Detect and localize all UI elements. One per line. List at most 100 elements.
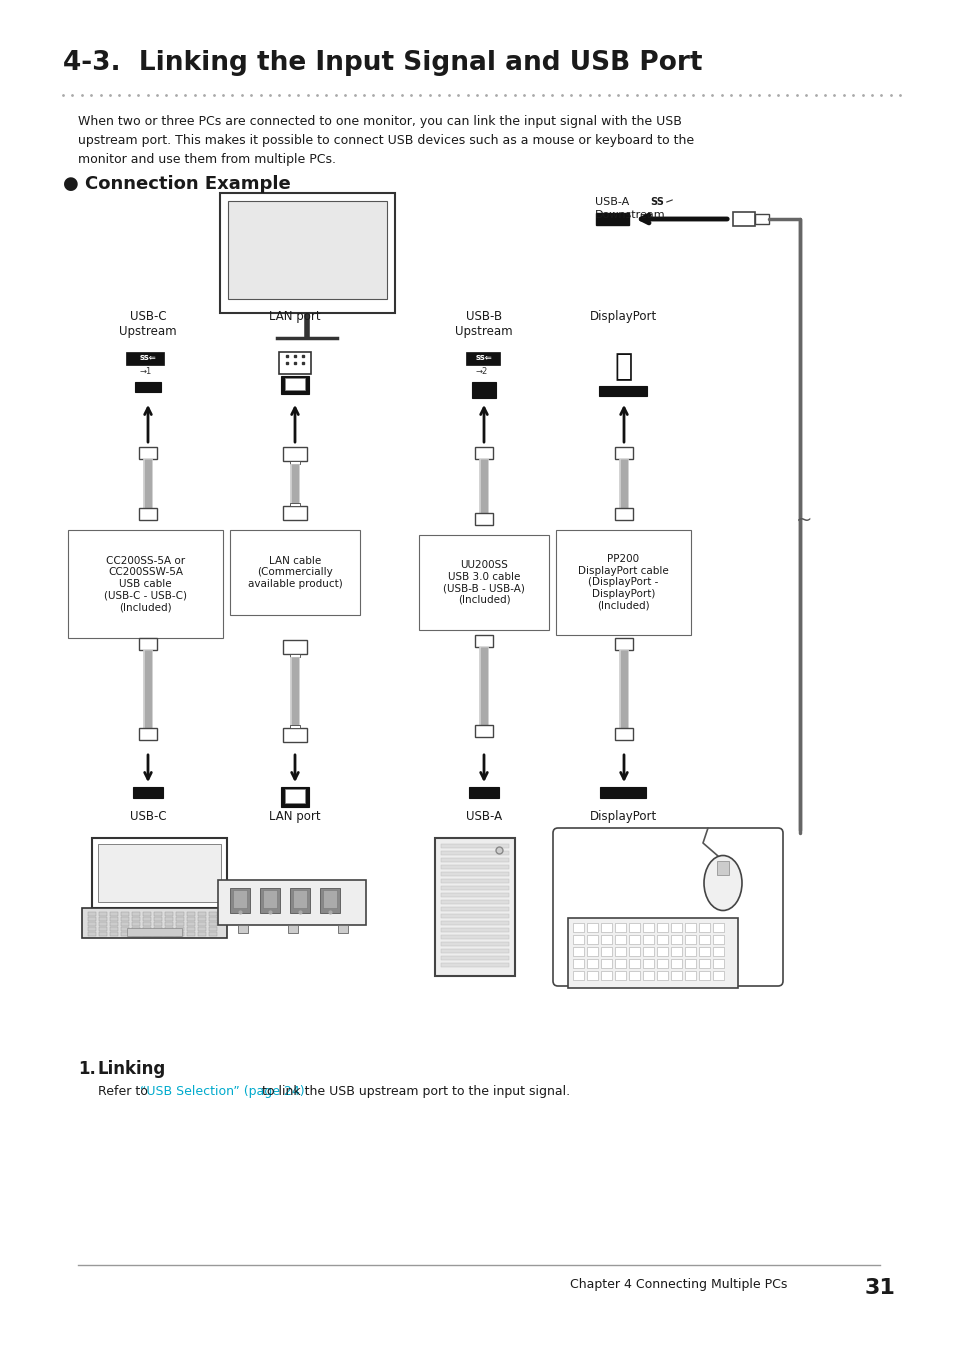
Bar <box>290 888 310 913</box>
Bar <box>440 865 509 869</box>
Text: ~: ~ <box>795 510 811 529</box>
Bar <box>699 958 709 968</box>
Bar <box>293 890 307 909</box>
Bar <box>440 963 509 967</box>
Text: ● Connection Example: ● Connection Example <box>63 176 291 193</box>
Bar <box>175 927 184 931</box>
Bar <box>573 946 583 956</box>
Bar <box>126 352 164 365</box>
Bar <box>699 936 709 944</box>
Text: Chapter 4 Connecting Multiple PCs: Chapter 4 Connecting Multiple PCs <box>569 1278 786 1291</box>
Bar <box>187 922 194 926</box>
Bar <box>278 352 311 374</box>
Bar <box>628 936 639 944</box>
Bar <box>699 923 709 932</box>
Bar <box>684 958 696 968</box>
Text: monitor and use them from multiple PCs.: monitor and use them from multiple PCs. <box>78 153 335 166</box>
Text: USB-C
Upstream: USB-C Upstream <box>119 310 176 338</box>
Bar <box>670 923 681 932</box>
Text: “USB Selection” (page 24): “USB Selection” (page 24) <box>140 1085 304 1098</box>
Bar <box>440 907 509 911</box>
Bar <box>556 531 690 634</box>
Bar <box>132 787 163 798</box>
Bar <box>175 931 184 936</box>
Bar <box>132 917 140 921</box>
Bar <box>187 931 194 936</box>
Bar <box>440 921 509 925</box>
Bar <box>684 946 696 956</box>
Bar <box>642 923 654 932</box>
Bar <box>198 931 206 936</box>
Bar <box>628 971 639 980</box>
Bar <box>712 958 723 968</box>
Bar <box>233 890 247 909</box>
Bar <box>657 958 667 968</box>
Bar <box>209 922 216 926</box>
Bar <box>121 931 129 936</box>
Text: USB-C: USB-C <box>130 810 166 824</box>
Bar <box>88 922 96 926</box>
Bar <box>670 936 681 944</box>
Bar <box>440 872 509 876</box>
Bar <box>165 922 172 926</box>
Bar <box>615 728 633 740</box>
Bar <box>586 936 598 944</box>
Bar <box>599 787 645 798</box>
Bar <box>139 639 157 649</box>
Bar <box>121 927 129 931</box>
Bar <box>586 946 598 956</box>
Bar <box>121 917 129 921</box>
Bar <box>573 958 583 968</box>
Bar <box>175 913 184 917</box>
Bar <box>139 728 157 740</box>
Bar <box>642 971 654 980</box>
Bar <box>319 888 339 913</box>
Bar <box>732 212 754 225</box>
Text: USB-B
Upstream: USB-B Upstream <box>455 310 513 338</box>
Bar <box>465 352 499 365</box>
Bar <box>573 936 583 944</box>
Bar <box>209 913 216 917</box>
Bar <box>475 513 493 525</box>
Text: USB-A: USB-A <box>595 197 629 207</box>
Bar <box>475 634 493 647</box>
Text: ⓓ: ⓓ <box>615 352 633 381</box>
Bar <box>143 927 151 931</box>
Bar <box>99 931 107 936</box>
Bar <box>288 925 297 933</box>
Bar <box>670 958 681 968</box>
Text: →1: →1 <box>140 367 152 377</box>
Bar <box>472 382 496 398</box>
Bar <box>187 927 194 931</box>
Bar <box>88 927 96 931</box>
Bar <box>260 888 280 913</box>
Text: 31: 31 <box>863 1278 894 1297</box>
Bar <box>440 886 509 890</box>
Bar <box>642 958 654 968</box>
Bar <box>132 922 140 926</box>
Bar <box>209 927 216 931</box>
Bar <box>440 859 509 863</box>
Bar <box>418 535 548 630</box>
Bar <box>99 913 107 917</box>
Text: LAN port: LAN port <box>269 810 320 824</box>
Bar <box>600 971 612 980</box>
Bar <box>712 936 723 944</box>
Text: CC200SS-5A or
CC200SSW-5A
USB cable
(USB-C - USB-C)
(Included): CC200SS-5A or CC200SSW-5A USB cable (USB… <box>104 556 187 612</box>
Bar <box>110 931 118 936</box>
Text: ss⇐: ss⇐ <box>476 352 492 362</box>
Bar <box>600 946 612 956</box>
Bar <box>237 925 248 933</box>
Bar <box>469 787 498 798</box>
Bar <box>230 531 359 616</box>
Bar <box>754 215 768 224</box>
Bar <box>586 923 598 932</box>
Bar <box>98 844 221 902</box>
Bar <box>670 971 681 980</box>
Bar <box>657 971 667 980</box>
Text: →2: →2 <box>476 367 488 377</box>
Bar <box>132 913 140 917</box>
Bar <box>657 946 667 956</box>
Bar <box>573 923 583 932</box>
Bar <box>596 213 628 225</box>
